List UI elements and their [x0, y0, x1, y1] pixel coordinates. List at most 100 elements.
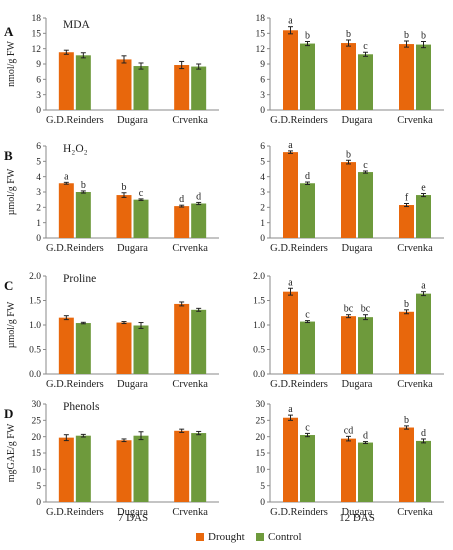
panel-6-data-label: c: [305, 310, 310, 321]
panel-6-bar-drought-1: [283, 291, 298, 374]
panel-3-ylabel: µmol/g FW: [6, 168, 17, 215]
panel-5-bar-control-3: [191, 309, 207, 374]
panel-8-ytick-label: 15: [256, 449, 266, 459]
panel-1-ylabel: nmol/g FW: [6, 41, 17, 87]
panel-3-data-label: a: [64, 171, 69, 182]
panel-6-xtick-label: G.D.Reinders: [270, 379, 328, 390]
panel-7-ytick-label: 5: [36, 482, 41, 492]
panel-7-bar-control-2: [133, 435, 149, 502]
panel-4-bar-drought-1: [283, 152, 298, 238]
panel-3-xtick-label: Dugara: [117, 243, 148, 254]
panel-2-bar-drought-2: [341, 43, 356, 110]
panel-4-data-label: e: [421, 183, 426, 194]
panel-2-data-label: c: [363, 41, 368, 52]
x-title-12-das: 12 DAS: [339, 512, 375, 524]
panel-4-bar-control-3: [416, 195, 431, 238]
panel-2-ytick-label: 15: [256, 30, 266, 40]
panel-5-ytick-label: 0.0: [29, 370, 41, 380]
panel-4-data-label: d: [305, 171, 310, 182]
panel-1-bar-control-2: [133, 66, 149, 110]
panel-6-bar-control-1: [300, 321, 315, 374]
panel-5-ytick-label: 0.5: [29, 346, 41, 356]
panel-4-ytick-label: 0: [260, 234, 265, 244]
panel-5-ytick-label: 1.5: [29, 297, 41, 307]
panel-1-ytick-label: 15: [32, 30, 42, 40]
panel-8-data-label: c: [305, 422, 310, 433]
panel-6-ytick-label: 0.0: [253, 370, 265, 380]
panel-4-ytick-label: 2: [260, 204, 265, 214]
panel-4-bar-drought-3: [399, 205, 414, 238]
panel-8-data-label: d: [363, 431, 368, 442]
panel-4-ytick-label: 6: [260, 142, 265, 152]
panel-7-bar-drought-1: [58, 437, 74, 502]
panel-8-bar-drought-2: [341, 438, 356, 502]
panel-4-bar-control-1: [300, 183, 315, 238]
panel-2-ytick-label: 9: [260, 60, 265, 70]
panel-2-xtick-label: Crvenka: [397, 115, 433, 126]
panel-6-bar-drought-2: [341, 316, 356, 374]
panel-4-data-label: f: [405, 193, 409, 204]
legend-swatch-drought: [196, 533, 204, 541]
panel-5-bar-control-2: [133, 325, 149, 374]
panel-2-data-label: b: [421, 31, 426, 42]
panel-3-title: H₂O₂: [63, 143, 88, 155]
panel-2-bar-control-3: [416, 44, 431, 111]
panel-8-data-label: b: [404, 415, 409, 426]
panel-3-xtick-label: Crvenka: [172, 243, 208, 254]
panel-5-xtick-label: Crvenka: [172, 379, 208, 390]
panel-3-data-label: b: [81, 180, 86, 191]
panel-3-data-label: d: [196, 191, 201, 202]
panel-5-row-letter: C: [4, 278, 13, 293]
panel-7-row-letter: D: [4, 406, 13, 421]
panel-1-ytick-label: 0: [36, 106, 41, 116]
panel-6-ytick-label: 1.5: [253, 297, 265, 307]
panel-2-data-label: b: [305, 31, 310, 42]
panel-1-bar-drought-3: [174, 65, 190, 110]
panel-3-bar-drought-1: [58, 183, 74, 238]
panel-5-ytick-label: 2.0: [29, 272, 41, 282]
panel-7-bar-drought-3: [174, 430, 190, 502]
panel-1-ytick-label: 18: [32, 14, 42, 24]
panel-4-xtick-label: Dugara: [342, 243, 373, 254]
panel-1-xtick-label: Crvenka: [172, 115, 208, 126]
panel-7-ytick-label: 30: [32, 400, 42, 410]
panel-8-ytick-label: 30: [256, 400, 266, 410]
panel-8-xtick-label: G.D.Reinders: [270, 507, 328, 518]
panel-8-bar-control-2: [358, 442, 373, 502]
panel-3-bar-control-1: [75, 192, 91, 238]
panel-7-ytick-label: 25: [32, 417, 42, 427]
panel-6-xtick-label: Crvenka: [397, 379, 433, 390]
panel-5-ytick-label: 1.0: [29, 321, 41, 331]
panel-2-data-label: a: [288, 16, 293, 27]
panel-7-bar-drought-2: [116, 440, 132, 502]
panel-5-xtick-label: Dugara: [117, 379, 148, 390]
panel-1-title: MDA: [63, 19, 91, 31]
panel-3-ytick-label: 4: [36, 173, 41, 183]
panel-3-ytick-label: 5: [36, 158, 41, 168]
panel-3-ytick-label: 1: [36, 219, 41, 229]
panel-2-ytick-label: 0: [260, 106, 265, 116]
panel-8-bar-drought-3: [399, 427, 414, 502]
panel-6-ytick-label: 0.5: [253, 346, 265, 356]
panel-5-bar-drought-1: [58, 317, 74, 374]
panel-6-data-label: a: [288, 277, 293, 288]
panel-3-bar-drought-3: [174, 206, 190, 238]
panel-2-xtick-label: G.D.Reinders: [270, 115, 328, 126]
panel-2-ytick-label: 18: [256, 14, 266, 24]
panel-6-bar-drought-3: [399, 311, 414, 374]
legend-label-control: Control: [268, 531, 302, 543]
panel-7-xtick-label: G.D.Reinders: [46, 507, 104, 518]
panel-4-data-label: a: [288, 140, 293, 151]
panel-7-ytick-label: 0: [36, 498, 41, 508]
panel-8-xtick-label: Dugara: [342, 507, 373, 518]
panel-5-bar-control-1: [75, 323, 91, 374]
panel-7-ylabel: mgGAE/g FW: [6, 423, 17, 482]
panel-5-xtick-label: G.D.Reinders: [46, 379, 104, 390]
panel-3-data-label: b: [122, 182, 127, 193]
panel-4-xtick-label: Crvenka: [397, 243, 433, 254]
panel-2-ytick-label: 6: [260, 76, 265, 86]
panel-8-data-label: cd: [344, 425, 353, 436]
panel-3-row-letter: B: [4, 148, 13, 163]
panel-6-data-label: b: [404, 299, 409, 310]
panel-3-bar-drought-2: [116, 195, 132, 238]
